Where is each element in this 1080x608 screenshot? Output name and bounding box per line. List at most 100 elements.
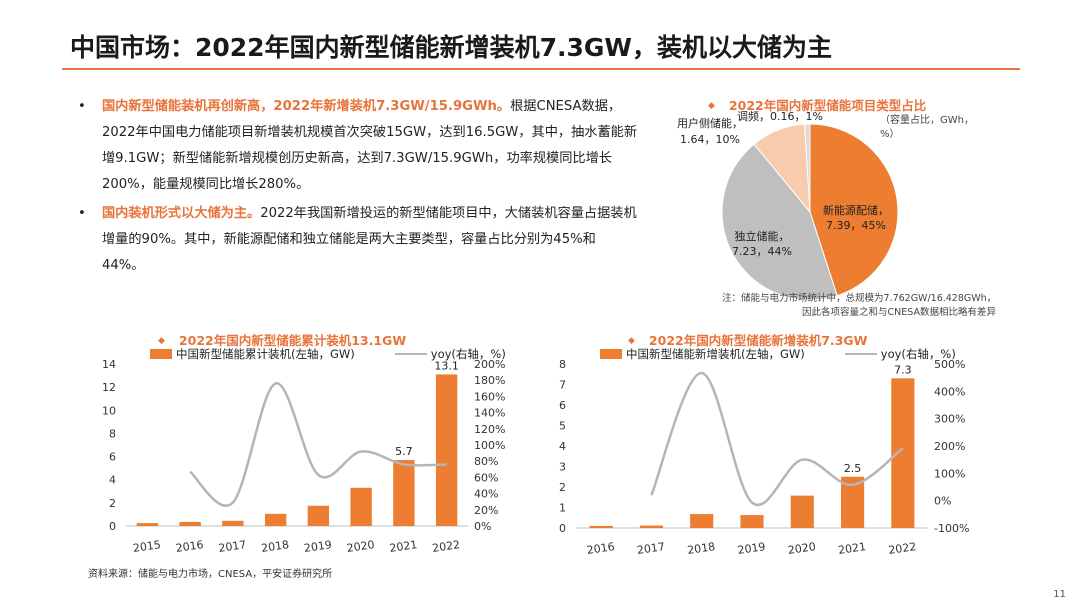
y-right-tick-label: 20% xyxy=(474,504,498,517)
pie-slice xyxy=(721,143,838,300)
new-chart-legend: 中国新型储能新增装机(左轴，GW) yoy(右轴，%) xyxy=(600,346,956,362)
new-chart: 0 1 2 3 4 5 6 7 8 -100% 0% 100% 200% 300% 400% 500% 2.5 7… xyxy=(559,358,969,557)
y-left-tick-label: 8 xyxy=(109,427,116,440)
y-left-tick-label: 6 xyxy=(109,451,116,464)
bar xyxy=(690,514,714,528)
bar-data-label: 2.5 xyxy=(844,462,862,475)
pie-slice-label: 新能源配储， xyxy=(823,203,889,217)
y-right-tick-label: 0% xyxy=(474,520,491,533)
diamond-icon: ◆ xyxy=(158,336,165,346)
bar xyxy=(435,374,458,526)
y-left-tick-label: 0 xyxy=(559,522,566,535)
x-tick-label: 2017 xyxy=(218,538,248,555)
pie-unit-note-line1: （容量占比，GWh， xyxy=(880,115,974,126)
bar xyxy=(790,495,814,528)
bar xyxy=(393,460,415,526)
y-left-tick-label: 7 xyxy=(559,379,566,392)
bar xyxy=(307,505,330,526)
bar-data-label: 7.3 xyxy=(894,363,912,376)
page-number: 11 xyxy=(1053,589,1066,600)
y-left-tick-label: 4 xyxy=(109,474,116,487)
y-left-tick-label: 12 xyxy=(102,381,116,394)
y-right-tick-label: 60% xyxy=(474,471,498,484)
bar xyxy=(222,520,244,526)
pie-slice-value: 7.23，44% xyxy=(732,245,792,258)
bullet-highlight: 国内装机形式以大储为主。 xyxy=(102,206,261,221)
bar xyxy=(179,521,201,526)
diamond-icon: ◆ xyxy=(708,101,715,111)
x-tick-label: 2019 xyxy=(737,540,767,557)
x-tick-label: 2018 xyxy=(260,538,290,555)
legend-line-label: yoy(右轴，%) xyxy=(880,347,956,361)
bar xyxy=(589,525,613,528)
bar xyxy=(264,513,287,526)
yoy-line xyxy=(650,371,904,507)
legend-bar-swatch xyxy=(600,349,622,359)
y-left-tick-label: 5 xyxy=(559,420,566,433)
bar xyxy=(136,523,159,526)
pie-slice xyxy=(809,123,899,297)
pie-chart-title: ◆ 2022年国内新型储能项目类型占比 xyxy=(708,95,926,114)
pie-footnote-line2: 因此各项容量之和与CNESA数据相比略有差异 xyxy=(802,307,996,318)
diamond-icon: ◆ xyxy=(628,336,635,346)
bar xyxy=(841,476,865,528)
source-note: 资料来源：储能与电力市场，CNESA，平安证券研究所 xyxy=(88,569,333,580)
bullet-item: • 国内装机形式以大储为主。2022年我国新增投运的新型储能项目中，大储装机容量… xyxy=(78,201,638,279)
y-left-tick-label: 6 xyxy=(559,399,566,412)
pie-slice xyxy=(804,123,811,213)
legend-line-swatch xyxy=(844,353,877,355)
y-left-tick-label: 3 xyxy=(559,461,566,474)
legend-line-swatch xyxy=(394,353,427,355)
y-right-tick-label: 0% xyxy=(934,495,951,508)
x-tick-label: 2022 xyxy=(431,538,461,555)
y-left-tick-label: 2 xyxy=(559,481,566,494)
x-tick-label: 2022 xyxy=(888,540,918,557)
y-right-tick-label: 300% xyxy=(934,413,965,426)
x-tick-label: 2019 xyxy=(303,538,333,555)
y-right-tick-label: 500% xyxy=(934,358,965,371)
y-right-tick-label: 200% xyxy=(934,440,965,453)
pie-slice-label: 调频，0.16，1% xyxy=(737,110,823,123)
y-right-tick-label: 100% xyxy=(934,467,965,480)
pie-slice-value: 1.64，10% xyxy=(680,133,740,146)
bullet-text: 根据CNESA数据，2022年中国电力储能项目新增装机规模首次突破15GW，达到… xyxy=(102,99,638,192)
y-right-tick-label: -100% xyxy=(934,522,969,535)
y-right-tick-label: 400% xyxy=(934,385,965,398)
y-right-tick-label: 200% xyxy=(474,358,505,371)
y-left-tick-label: 1 xyxy=(559,502,566,515)
bar xyxy=(639,525,663,528)
y-left-tick-label: 2 xyxy=(109,497,116,510)
bar xyxy=(350,487,372,526)
bullet-dot: • xyxy=(78,99,86,114)
pie-unit-note-line2: %） xyxy=(880,129,900,140)
new-chart-title-text: 2022年国内新型储能新增装机7.3GW xyxy=(648,333,868,348)
pie-footnote-line1: 注：储能与电力市场统计中，总规模为7.762GW/16.428GWh， xyxy=(722,293,997,304)
pie-unit-note: （容量占比，GWh， %） xyxy=(880,114,974,142)
bar-data-label: 5.7 xyxy=(395,445,413,458)
x-tick-label: 2020 xyxy=(787,540,817,557)
pie-slice-value: 7.39，45% xyxy=(826,219,886,232)
y-right-tick-label: 140% xyxy=(474,407,505,420)
bullet-dot: • xyxy=(78,206,86,221)
bar xyxy=(740,515,764,528)
y-right-tick-label: 160% xyxy=(474,390,505,403)
y-right-tick-label: 80% xyxy=(474,455,498,468)
bullet-list: • 国内新型储能装机再创新高，2022年新增装机7.3GW/15.9GWh。根据… xyxy=(78,94,638,282)
cumulative-chart-legend: 中国新型储能累计装机(左轴，GW) yoy(右轴，%) xyxy=(150,346,506,362)
bar-data-label: 13.1 xyxy=(434,359,459,372)
legend-bar-swatch xyxy=(150,349,172,359)
bullet-item: • 国内新型储能装机再创新高，2022年新增装机7.3GW/15.9GWh。根据… xyxy=(78,94,638,198)
y-right-tick-label: 100% xyxy=(474,439,505,452)
x-tick-label: 2016 xyxy=(586,540,616,557)
cumulative-chart-title-text: 2022年国内新型储能累计装机13.1GW xyxy=(178,333,407,348)
y-left-tick-label: 0 xyxy=(109,520,116,533)
x-tick-label: 2021 xyxy=(837,540,867,557)
y-right-tick-label: 120% xyxy=(474,423,505,436)
legend-bar-label: 中国新型储能累计装机(左轴，GW) xyxy=(176,347,355,361)
legend-line-label: yoy(右轴，%) xyxy=(430,347,506,361)
y-left-tick-label: 10 xyxy=(102,404,116,417)
bar xyxy=(891,378,915,528)
x-tick-label: 2020 xyxy=(346,538,376,555)
bullet-text: 2022年我国新增投运的新型储能项目中，大储装机容量占据装机增量的90%。其中，… xyxy=(102,206,637,273)
x-tick-label: 2015 xyxy=(132,538,162,555)
